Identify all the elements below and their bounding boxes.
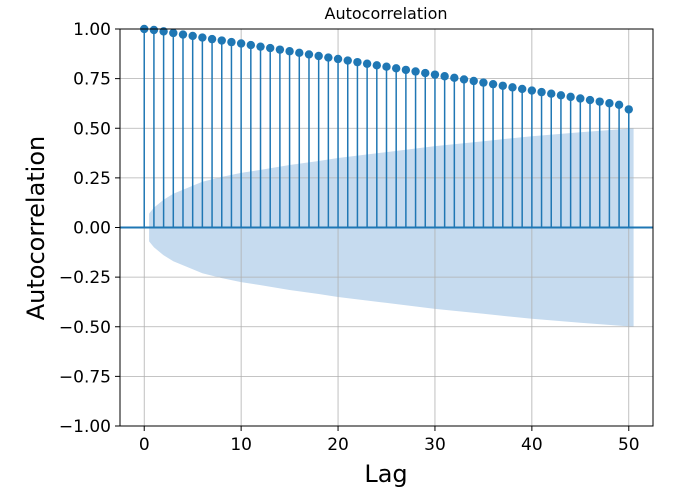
y-tick-label: 0.50 (73, 119, 111, 139)
acf-marker (382, 62, 391, 71)
x-tick-label: 20 (327, 435, 349, 455)
acf-marker (362, 59, 372, 68)
acf-marker (459, 75, 469, 84)
acf-marker (217, 36, 226, 45)
acf-marker (450, 73, 459, 83)
acf-marker (198, 33, 207, 42)
x-tick-label: 30 (424, 435, 446, 455)
acf-marker (537, 87, 546, 97)
acf-marker (517, 84, 527, 94)
acf-marker (498, 81, 507, 90)
acf-marker (614, 100, 624, 110)
acf-marker (595, 97, 604, 106)
y-tick-label: 0.00 (73, 219, 111, 239)
acf-marker (149, 25, 159, 35)
acf-marker (275, 45, 285, 54)
y-tick-label: 0.25 (73, 169, 111, 189)
acf-marker (246, 40, 256, 50)
x-tick-label: 40 (521, 435, 543, 455)
chart-title: Autocorrelation (325, 4, 448, 23)
acf-marker (411, 67, 420, 76)
acf-marker (372, 61, 382, 70)
x-axis-label: Lag (364, 460, 407, 488)
acf-marker (566, 92, 575, 102)
acf-marker (547, 89, 556, 98)
acf-marker (236, 39, 246, 48)
y-axis-label: Autocorrelation (22, 136, 50, 321)
y-tick-label: −0.25 (59, 268, 111, 288)
acf-marker (353, 57, 362, 67)
acf-marker (159, 27, 168, 36)
acf-marker (256, 42, 265, 51)
y-tick-label: −0.50 (59, 318, 111, 338)
y-tick-label: 0.75 (73, 70, 111, 90)
acf-marker (314, 51, 323, 61)
acf-marker (576, 94, 585, 103)
acf-marker (624, 105, 633, 114)
acf-marker (343, 56, 352, 65)
acf-marker (430, 70, 440, 79)
acf-marker (178, 30, 188, 39)
x-tick-label: 0 (139, 435, 150, 455)
acf-marker (324, 53, 333, 62)
acf-marker (527, 86, 537, 95)
x-tick-label: 50 (618, 435, 640, 455)
acf-marker (227, 37, 236, 47)
y-tick-label: −1.00 (59, 417, 111, 437)
acf-marker (285, 47, 294, 56)
acf-marker (304, 50, 314, 59)
acf-marker (585, 95, 595, 105)
acf-marker (605, 99, 614, 108)
acf-marker (488, 79, 498, 89)
acf-marker (469, 76, 478, 86)
acf-marker (188, 31, 197, 41)
acf-marker (266, 43, 275, 53)
acf-marker (295, 48, 304, 58)
y-tick-label: −0.75 (59, 367, 111, 387)
acf-marker (391, 64, 401, 73)
acf-marker (421, 68, 430, 78)
acf-marker (401, 65, 411, 75)
y-tick-label: 1.00 (73, 20, 111, 40)
x-tick-label: 10 (230, 435, 252, 455)
acf-marker (556, 91, 566, 100)
acf-marker (479, 78, 488, 87)
acf-marker (169, 28, 178, 38)
acf-marker (207, 34, 217, 44)
acf-marker (333, 54, 343, 64)
acf-marker (440, 72, 449, 81)
acf-marker (508, 83, 517, 92)
